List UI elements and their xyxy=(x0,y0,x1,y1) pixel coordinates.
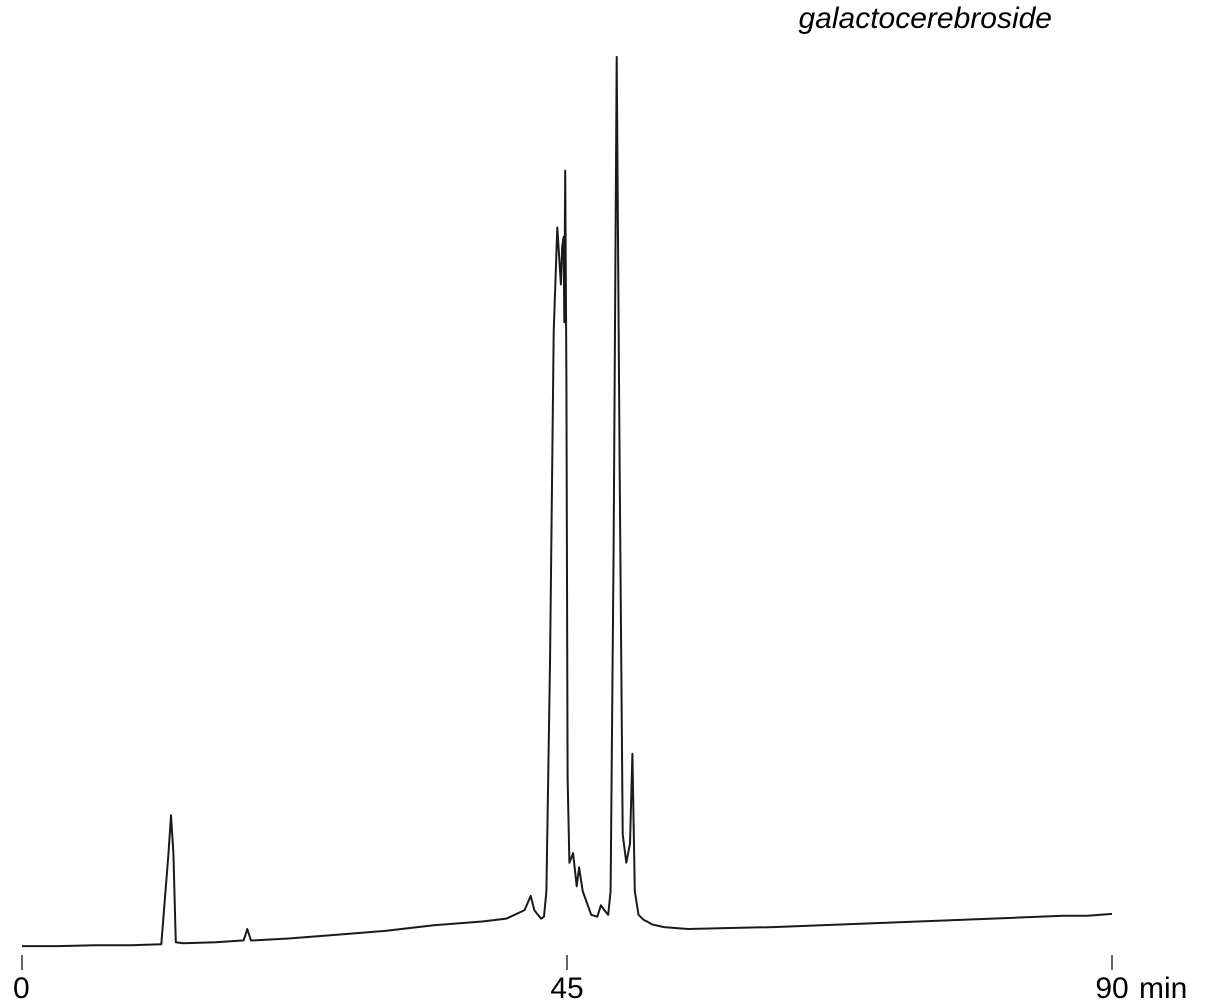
x-tick-label-90: 90 xyxy=(1095,972,1128,1005)
chromatogram-trace xyxy=(22,55,1113,948)
peak-annotation-galactocerebroside: galactocerebroside xyxy=(799,2,1053,35)
x-axis-ticks: 0 45 90 min xyxy=(13,955,1187,1005)
trace-layer xyxy=(22,55,1113,948)
x-tick-label-45: 45 xyxy=(550,972,583,1005)
x-axis-unit-label: min xyxy=(1139,972,1187,1005)
x-tick-label-0: 0 xyxy=(13,972,30,1005)
